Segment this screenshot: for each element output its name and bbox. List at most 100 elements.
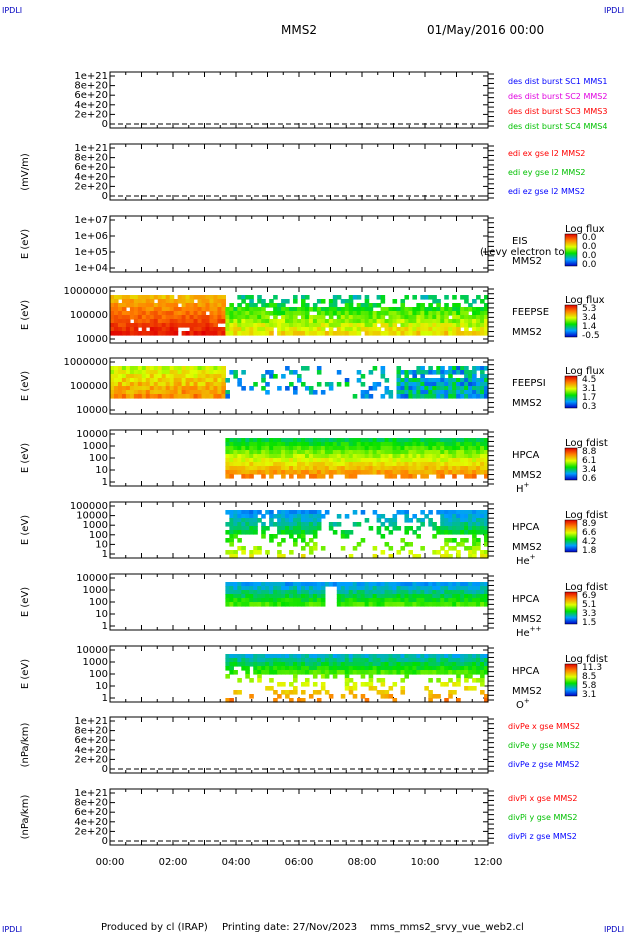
spectrogram-cell bbox=[336, 594, 342, 599]
spectrogram-cell bbox=[372, 658, 378, 663]
spectrogram-cell bbox=[285, 446, 290, 451]
spectrogram-cell bbox=[312, 690, 318, 695]
spectrogram-cell bbox=[468, 674, 473, 679]
spectrogram-cell bbox=[416, 658, 421, 663]
spectrogram-cell bbox=[113, 331, 119, 336]
spectrogram-cell bbox=[480, 299, 485, 304]
spectrogram-cell bbox=[229, 590, 234, 595]
colorbar-tick-label: 1.5 bbox=[582, 618, 596, 628]
spectrogram-cell bbox=[396, 462, 402, 467]
spectrogram-cell bbox=[324, 674, 330, 679]
spectrogram-cell bbox=[424, 378, 429, 383]
spectrogram-cell bbox=[480, 510, 485, 515]
spectrogram-cell bbox=[281, 590, 286, 595]
spectrogram-cell bbox=[412, 670, 417, 675]
spectrogram-cell bbox=[464, 514, 469, 519]
spectrogram-cell bbox=[328, 331, 334, 336]
spectrogram-cell bbox=[261, 602, 266, 607]
spectrogram-cell bbox=[185, 295, 191, 300]
spectrogram-cell bbox=[237, 590, 242, 595]
spectrogram-cell bbox=[408, 466, 413, 471]
spectrogram-cell bbox=[368, 446, 374, 451]
spectrogram-cell bbox=[328, 442, 334, 447]
spectrogram-cell bbox=[380, 582, 386, 587]
spectrogram-cell bbox=[245, 514, 250, 519]
spectrogram-cell bbox=[464, 438, 469, 443]
spectrogram-cell bbox=[340, 658, 346, 663]
spectrogram-cell bbox=[297, 602, 302, 607]
spectrogram-cell bbox=[261, 446, 266, 451]
spectrogram-cell bbox=[308, 526, 314, 531]
spectrogram-cell bbox=[428, 378, 433, 383]
spectrogram-cell bbox=[344, 327, 350, 332]
spectrogram-cell bbox=[364, 602, 370, 607]
spectrogram-cell bbox=[281, 654, 286, 659]
spectrogram-cell bbox=[352, 319, 358, 324]
spectrogram-cell bbox=[368, 386, 374, 391]
spectrogram-cell bbox=[460, 390, 465, 395]
spectrogram-cell bbox=[428, 602, 433, 607]
spectrogram-cell bbox=[408, 666, 413, 671]
spectrogram-cell bbox=[480, 438, 485, 443]
spectrogram-cell bbox=[293, 654, 298, 659]
spectrogram-cell bbox=[281, 323, 286, 328]
spectrogram-cell bbox=[297, 598, 302, 603]
spectrogram-cell bbox=[269, 462, 274, 467]
spectrogram-cell bbox=[225, 462, 230, 467]
spectrogram-cell bbox=[265, 438, 270, 443]
spectrogram-cell bbox=[221, 307, 226, 312]
spectrogram-cell bbox=[245, 470, 250, 475]
spectrogram-cell bbox=[269, 686, 274, 691]
spectrogram-cell bbox=[352, 331, 358, 336]
spectrogram-cell bbox=[360, 323, 366, 328]
spectrogram-cell bbox=[448, 666, 453, 671]
spectrogram-cell bbox=[289, 315, 294, 320]
spectrogram-cell bbox=[161, 315, 167, 320]
spectrogram-cell bbox=[480, 666, 485, 671]
instrument-label: HPCA bbox=[512, 666, 540, 677]
spectrogram-cell bbox=[404, 670, 410, 675]
spectrogram-cell bbox=[257, 586, 262, 591]
spectrogram-cell bbox=[253, 462, 258, 467]
spectrogram-cell bbox=[205, 366, 211, 371]
spectrogram-cell bbox=[460, 654, 465, 659]
spectrogram-cell bbox=[217, 382, 223, 387]
spectrogram-cell bbox=[281, 526, 286, 531]
spectrogram-cell bbox=[269, 534, 274, 539]
spectrogram-cell bbox=[432, 327, 437, 332]
spectrogram-cell bbox=[404, 666, 410, 671]
colorbar-tick-label: 4.2 bbox=[582, 537, 596, 547]
y-tick-label: 10 bbox=[95, 681, 108, 692]
spectrogram-cell bbox=[376, 670, 382, 675]
spectrogram-cell bbox=[412, 378, 417, 383]
spectrogram-cell bbox=[328, 658, 334, 663]
spectrogram-cell bbox=[300, 554, 306, 559]
spectrogram-cell bbox=[312, 658, 318, 663]
spectrogram-cell bbox=[245, 323, 250, 328]
spectrogram-cell bbox=[372, 662, 378, 667]
spectrogram-cell bbox=[229, 454, 234, 459]
spectrogram-cell bbox=[261, 522, 266, 527]
spectrogram-cell bbox=[412, 386, 417, 391]
spectrogram-cell bbox=[281, 510, 286, 515]
spectrogram-cell bbox=[241, 598, 246, 603]
spectrogram-cell bbox=[376, 654, 382, 659]
spectrogram-cell bbox=[348, 690, 354, 695]
spectrogram-cell bbox=[320, 586, 326, 591]
spectrogram-cell bbox=[225, 598, 230, 603]
spectrogram-cell bbox=[416, 602, 421, 607]
spectrogram-cell bbox=[472, 678, 477, 683]
spectrogram-cell bbox=[277, 590, 282, 595]
spectrogram-cell bbox=[285, 327, 290, 332]
spectrogram-cell bbox=[300, 454, 306, 459]
spectrogram-cell bbox=[352, 462, 358, 467]
spectrogram-cell bbox=[205, 319, 211, 324]
spectrogram-cell bbox=[221, 394, 226, 399]
spectrogram-cell bbox=[464, 327, 469, 332]
spectrogram-cell bbox=[117, 374, 123, 379]
y-axis-label: E (eV) bbox=[20, 300, 31, 330]
spectrogram-cell bbox=[241, 458, 246, 463]
spectrogram-cell bbox=[289, 438, 294, 443]
spectrogram-cell bbox=[428, 470, 433, 475]
spectrogram-cell bbox=[328, 311, 334, 316]
